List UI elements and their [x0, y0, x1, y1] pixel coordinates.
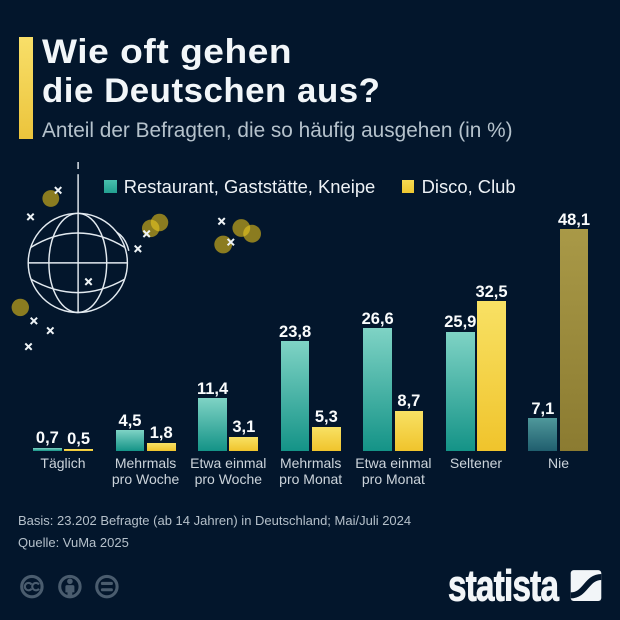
svg-text:statista: statista — [448, 562, 559, 610]
